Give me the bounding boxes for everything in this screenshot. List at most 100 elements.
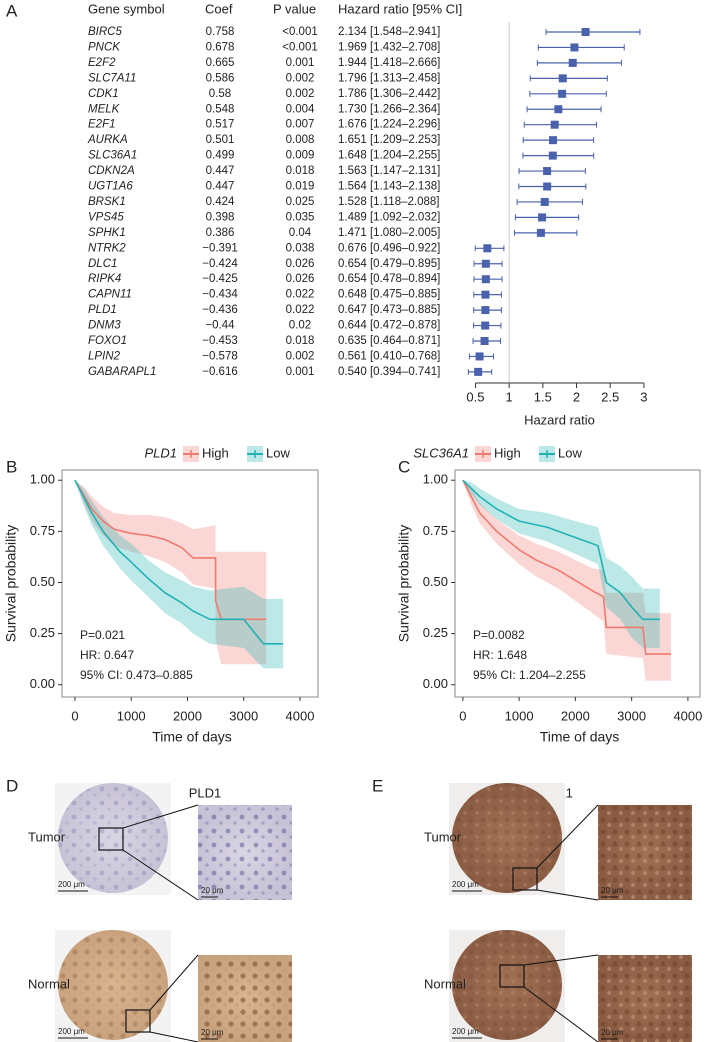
panel-label: C: [398, 457, 410, 476]
hr-point: [540, 197, 549, 206]
gene-symbol: VPS45: [88, 211, 124, 223]
coef: −0.436: [202, 304, 238, 316]
gene-symbol: CDK1: [88, 88, 119, 100]
hr-label: 1.944 [1.418–2.666]: [338, 57, 440, 69]
hr-label: 0.635 [0.464–0.871]: [338, 335, 440, 347]
panel-title: PLD1: [189, 785, 222, 800]
p-value: 0.001: [286, 57, 315, 69]
legend-label: High: [202, 445, 229, 460]
p-value: 0.001: [286, 366, 315, 378]
gene-symbol: PNCK: [88, 41, 121, 53]
annotation: P=0.021: [80, 628, 125, 642]
ci-band: [74, 480, 267, 665]
scale-bar-label: 200 μm: [452, 880, 479, 889]
gene-symbol: SPHK1: [88, 227, 126, 239]
y-tick-label: 1.00: [423, 472, 448, 487]
x-axis-title: Time of days: [152, 729, 232, 745]
hr-label: 0.644 [0.472–0.878]: [338, 320, 440, 332]
hr-point: [558, 89, 567, 98]
y-axis-title: Survival probability: [3, 525, 19, 643]
hr-point: [558, 74, 567, 83]
row-label: Tumor: [28, 829, 66, 844]
gene-symbol: E2F1: [88, 119, 116, 131]
gene-symbol: NTRK2: [88, 242, 126, 254]
p-value: 0.018: [286, 165, 315, 177]
hr-point: [536, 228, 545, 237]
zoom-connector: [536, 889, 599, 901]
scale-bar-label: 20 μm: [201, 1028, 224, 1037]
survival-curve: [462, 479, 672, 655]
hr-point: [543, 167, 552, 176]
gene-symbol: SLC7A11: [88, 72, 136, 84]
ci-band: [74, 480, 284, 669]
zoom-connector: [122, 804, 199, 829]
hr-point: [481, 275, 490, 284]
legend-label: Low: [558, 445, 582, 460]
row-label: Tumor: [424, 829, 462, 844]
coef: 0.517: [206, 119, 235, 131]
x-tick-label: 2000: [561, 708, 590, 723]
hr-point: [483, 244, 492, 253]
coef: −0.424: [202, 258, 238, 270]
p-value: 0.025: [286, 196, 315, 208]
p-value: 0.007: [286, 119, 315, 131]
hr-point: [481, 321, 490, 330]
x-tick-label: 4000: [673, 708, 702, 723]
hr-point: [548, 151, 557, 160]
scale-bar-label: 200 μm: [58, 1027, 85, 1036]
coef: 0.58: [209, 88, 231, 100]
p-value: 0.022: [286, 289, 315, 301]
x-tick-label: 3000: [229, 708, 258, 723]
column-header: Coef: [205, 1, 233, 16]
x-tick-label: 1000: [505, 708, 534, 723]
p-value: 0.002: [286, 350, 315, 362]
coef: 0.758: [206, 26, 235, 38]
gene-symbol: E2F2: [88, 57, 116, 69]
coef: 0.548: [206, 103, 235, 115]
hr-point: [549, 136, 558, 145]
survival-curve: [74, 479, 284, 645]
p-value: <0.001: [282, 41, 318, 53]
x-tick-label: 2: [573, 389, 580, 404]
legend-label: Low: [266, 445, 290, 460]
plot-area: [61, 469, 319, 698]
hr-label: 2.134 [1.548–2.941]: [338, 26, 440, 38]
survival-curve: [74, 479, 267, 621]
coef: 0.586: [206, 72, 235, 84]
annotation: P=0.0082: [473, 628, 525, 642]
hr-point: [581, 28, 590, 36]
coef: −0.578: [202, 350, 238, 362]
hr-point: [568, 58, 577, 67]
annotation: HR: 0.647: [80, 648, 134, 662]
zoom-box: [125, 1009, 151, 1033]
y-tick-label: 0.50: [30, 574, 55, 589]
hr-label: 1.489 [1.092–2.032]: [338, 211, 440, 223]
p-value: 0.002: [286, 72, 315, 84]
coef: −0.425: [202, 273, 238, 285]
column-header: P value: [273, 1, 316, 16]
y-axis-title: Survival probability: [396, 525, 412, 643]
p-value: 0.009: [286, 150, 315, 162]
scale-bar-label: 20 μm: [201, 886, 224, 895]
p-value: 0.035: [286, 211, 315, 223]
x-tick-label: 4000: [286, 708, 315, 723]
hr-label: 1.651 [1.209–2.253]: [338, 134, 440, 146]
hr-label: 1.648 [1.204–2.255]: [338, 150, 440, 162]
zoom-texture: [198, 955, 292, 1042]
coef: 0.499: [206, 150, 235, 162]
x-tick-label: 0: [459, 708, 466, 723]
scale-bar-label: 20 μm: [601, 886, 624, 895]
coef: −0.616: [202, 366, 238, 378]
p-value: 0.026: [286, 258, 315, 270]
hr-label: 0.654 [0.478–0.894]: [338, 273, 440, 285]
gene-symbol: RIPK4: [88, 273, 121, 285]
x-tick-label: 3000: [617, 708, 646, 723]
gene-symbol: AURKA: [87, 134, 128, 146]
tissue-texture: [452, 783, 562, 893]
panel-label: E: [372, 776, 383, 795]
p-value: 0.018: [286, 335, 315, 347]
hr-label: 1.676 [1.224–2.296]: [338, 119, 440, 131]
zoom-connector: [122, 849, 199, 901]
